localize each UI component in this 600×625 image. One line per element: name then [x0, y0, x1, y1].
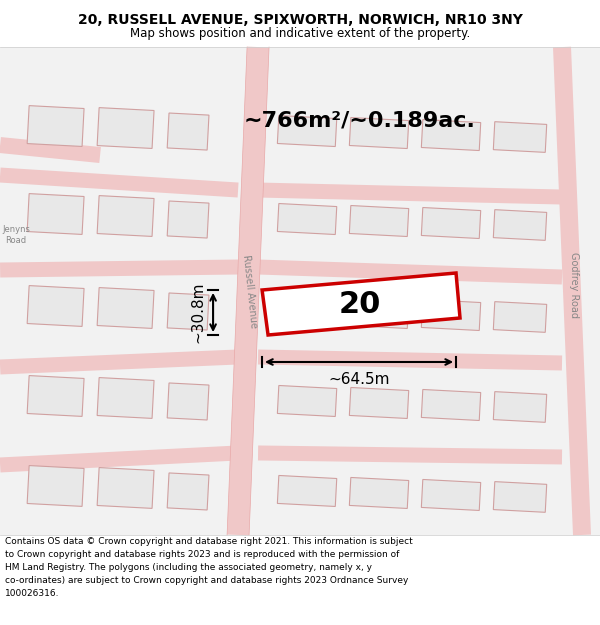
Text: to Crown copyright and database rights 2023 and is reproduced with the permissio: to Crown copyright and database rights 2… — [5, 550, 400, 559]
Polygon shape — [97, 468, 154, 508]
Polygon shape — [277, 204, 337, 234]
Polygon shape — [262, 273, 460, 335]
Polygon shape — [97, 196, 154, 236]
Polygon shape — [421, 208, 481, 239]
Polygon shape — [167, 473, 209, 510]
Polygon shape — [493, 209, 547, 241]
Text: 20, RUSSELL AVENUE, SPIXWORTH, NORWICH, NR10 3NY: 20, RUSSELL AVENUE, SPIXWORTH, NORWICH, … — [77, 13, 523, 27]
Polygon shape — [227, 47, 269, 536]
Polygon shape — [167, 383, 209, 420]
Text: ~766m²/~0.189ac.: ~766m²/~0.189ac. — [244, 110, 476, 130]
Polygon shape — [493, 302, 547, 332]
Polygon shape — [97, 378, 154, 418]
Text: ~64.5m: ~64.5m — [328, 372, 390, 387]
Polygon shape — [27, 466, 84, 506]
Text: Russell Avenue: Russell Avenue — [241, 254, 259, 328]
Polygon shape — [27, 106, 84, 146]
Bar — [0, 47, 600, 535]
Polygon shape — [27, 286, 84, 326]
Polygon shape — [349, 388, 409, 419]
Text: HM Land Registry. The polygons (including the associated geometry, namely x, y: HM Land Registry. The polygons (includin… — [5, 563, 372, 572]
Polygon shape — [553, 47, 591, 536]
Polygon shape — [258, 259, 562, 284]
Polygon shape — [258, 182, 562, 204]
Polygon shape — [277, 386, 337, 416]
Polygon shape — [421, 119, 481, 151]
Polygon shape — [277, 476, 337, 506]
Polygon shape — [27, 194, 84, 234]
Polygon shape — [0, 446, 238, 472]
Polygon shape — [421, 299, 481, 331]
Polygon shape — [167, 201, 209, 238]
Polygon shape — [349, 206, 409, 236]
Polygon shape — [97, 107, 154, 149]
Polygon shape — [493, 122, 547, 152]
Text: Contains OS data © Crown copyright and database right 2021. This information is : Contains OS data © Crown copyright and d… — [5, 537, 413, 546]
Polygon shape — [167, 113, 209, 150]
Polygon shape — [0, 349, 238, 374]
Polygon shape — [258, 446, 562, 464]
Polygon shape — [421, 479, 481, 511]
Text: Map shows position and indicative extent of the property.: Map shows position and indicative extent… — [130, 27, 470, 40]
Polygon shape — [0, 137, 101, 163]
Polygon shape — [0, 168, 239, 198]
Polygon shape — [277, 116, 337, 146]
Polygon shape — [0, 259, 238, 278]
Polygon shape — [493, 482, 547, 512]
Text: Godfrey Road: Godfrey Road — [569, 252, 579, 318]
Polygon shape — [493, 392, 547, 422]
Text: Jenyns
Road: Jenyns Road — [2, 226, 30, 245]
Polygon shape — [349, 118, 409, 149]
Polygon shape — [97, 288, 154, 328]
Polygon shape — [349, 298, 409, 329]
Polygon shape — [421, 389, 481, 421]
Polygon shape — [277, 296, 337, 326]
Polygon shape — [27, 376, 84, 416]
Text: ~30.8m: ~30.8m — [190, 282, 205, 343]
Polygon shape — [167, 293, 209, 330]
Text: co-ordinates) are subject to Crown copyright and database rights 2023 Ordnance S: co-ordinates) are subject to Crown copyr… — [5, 576, 409, 585]
Polygon shape — [258, 349, 562, 371]
Polygon shape — [349, 478, 409, 509]
Text: 20: 20 — [339, 289, 381, 319]
Text: 100026316.: 100026316. — [5, 589, 59, 598]
